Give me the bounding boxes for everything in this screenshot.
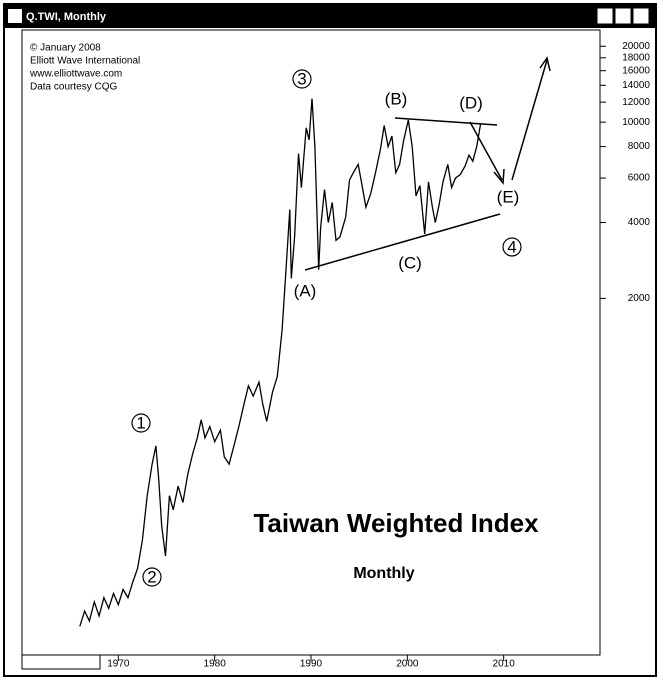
x-tick-label: 1970 [107, 659, 130, 670]
credit: Elliott Wave International [30, 56, 140, 67]
x-tick-label: 2010 [493, 659, 516, 670]
arrow-to-e [469, 121, 503, 181]
y-tick-label: 4000 [628, 217, 651, 228]
window-icon [8, 9, 22, 23]
credit: © January 2008 [30, 43, 101, 54]
minimize-button[interactable] [596, 7, 614, 25]
wave-label: (B) [385, 89, 408, 108]
wave-circle [131, 413, 151, 433]
arrow-head [493, 168, 505, 185]
y-tick-label: 8000 [628, 141, 651, 152]
x-tick-label: 1980 [204, 659, 227, 670]
scroll-box[interactable] [21, 654, 101, 670]
wave-label: (C) [398, 253, 422, 272]
wave-label: (E) [497, 187, 520, 206]
wave-circles [131, 69, 522, 587]
y-tick-label: 12000 [622, 97, 650, 108]
y-tick-label: 14000 [622, 80, 650, 91]
maximize-button[interactable] [614, 7, 632, 25]
x-tick-label: 1990 [300, 659, 323, 670]
arrow-head [539, 56, 551, 72]
wave-circle [292, 69, 312, 89]
y-tick-label: 6000 [628, 173, 651, 184]
wave-label: 2 [147, 567, 156, 586]
chart-title: Taiwan Weighted Index [253, 508, 539, 538]
arrow-up [511, 59, 548, 181]
close-button[interactable] [632, 7, 650, 25]
y-tick-label: 10000 [622, 117, 650, 128]
wave-label: 1 [136, 413, 145, 432]
wave-circle [142, 567, 162, 587]
chart-subtitle: Monthly [353, 565, 414, 582]
y-tick-label: 2000 [628, 293, 651, 304]
upper-trendline [394, 117, 498, 126]
title-bar [4, 4, 656, 28]
y-tick-label: 18000 [622, 52, 650, 63]
wave-label: 4 [507, 237, 516, 256]
x-tick-label: 2000 [396, 659, 419, 670]
window-title: Q.TWI, Monthly [26, 11, 107, 23]
wave-circle [502, 237, 522, 257]
wave-label: (D) [459, 93, 483, 112]
y-tick-label: 16000 [622, 65, 650, 76]
window-frame [3, 3, 657, 677]
wave-label: (A) [294, 281, 317, 300]
y-tick-label: 20000 [622, 41, 650, 52]
wave-lines [304, 56, 551, 271]
lower-trendline [304, 213, 501, 271]
index-line [79, 98, 482, 627]
credit: www.elliottwave.com [29, 69, 122, 80]
credit: Data courtesy CQG [30, 82, 117, 93]
wave-label: 3 [297, 69, 306, 88]
